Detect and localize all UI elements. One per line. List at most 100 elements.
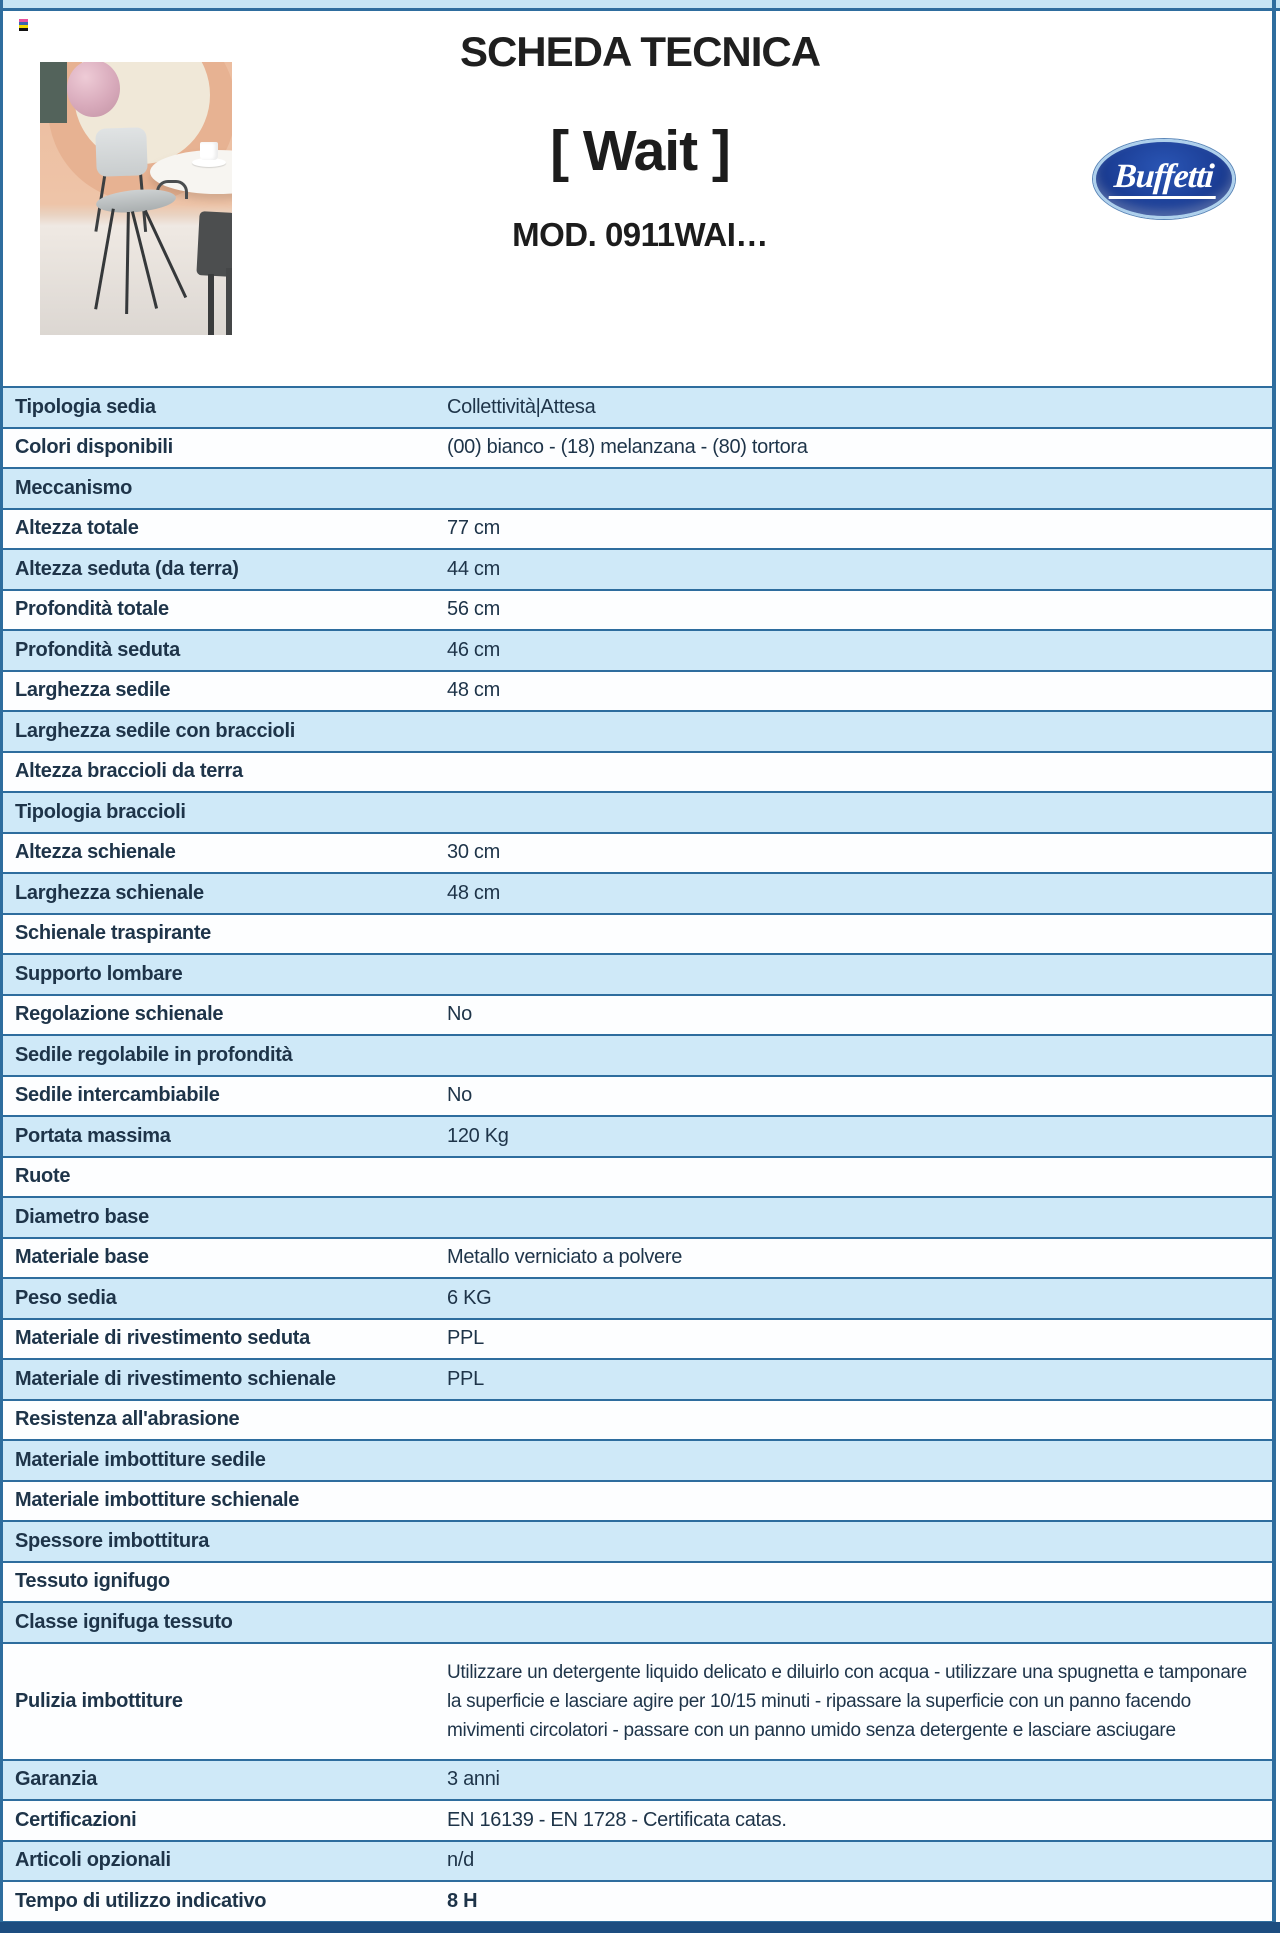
- spec-value: [447, 469, 1272, 508]
- spec-label: Tipologia sedia: [15, 395, 156, 418]
- photo-pink-sphere: [67, 62, 120, 117]
- spec-value: [447, 1603, 1272, 1642]
- spec-row: Altezza totale 77 cm: [3, 507, 1272, 548]
- spec-row: Profondità seduta 46 cm: [3, 629, 1272, 670]
- spec-label: Altezza schienale: [15, 841, 176, 864]
- spec-label: Altezza totale: [15, 517, 139, 540]
- spec-label: Ruote: [15, 1165, 71, 1188]
- spec-value: [447, 793, 1272, 832]
- spec-value: 48 cm: [447, 679, 500, 702]
- spec-value: 44 cm: [447, 557, 500, 580]
- spec-row: Materiale base Metallo verniciato a polv…: [3, 1236, 1272, 1277]
- spec-row: Supporto lombare: [3, 953, 1272, 994]
- spec-row: Materiale imbottiture schienale: [3, 1479, 1272, 1521]
- spec-value: PPL: [447, 1367, 484, 1390]
- buffetti-logo: Buffetti: [1093, 139, 1235, 219]
- spec-value: 56 cm: [447, 598, 500, 621]
- spec-label: Tempo di utilizzo indicativo: [15, 1889, 267, 1912]
- spec-row: Tessuto ignifugo: [3, 1560, 1272, 1602]
- spec-row: Peso sedia 6 KG: [3, 1277, 1272, 1318]
- spec-label: Larghezza schienale: [15, 881, 204, 904]
- spec-value: [447, 955, 1272, 994]
- photo-saucer: [192, 158, 226, 167]
- spec-label: Resistenza all'abrasione: [15, 1408, 240, 1431]
- spec-row: Colori disponibili (00) bianco - (18) me…: [3, 426, 1272, 467]
- spec-label: Pulizia imbottiture: [15, 1689, 183, 1712]
- product-model: MOD. 0911WAI…: [512, 216, 768, 253]
- spec-row: Garanzia 3 anni: [3, 1758, 1272, 1799]
- spec-label: Supporto lombare: [15, 962, 183, 985]
- spec-row: Materiale imbottiture sedile: [3, 1439, 1272, 1480]
- photo-wall-panel: [40, 62, 67, 123]
- spec-value: Metallo verniciato a polvere: [447, 1246, 683, 1269]
- spec-label: Materiale imbottiture sedile: [15, 1448, 266, 1471]
- photo-dark-chair-leg: [208, 274, 214, 335]
- spec-value: [447, 1198, 1272, 1237]
- spec-value: 8 H: [447, 1889, 478, 1912]
- spec-label: Sedile regolabile in profondità: [15, 1043, 293, 1066]
- spec-label: Profondità totale: [15, 598, 169, 621]
- spec-value: 30 cm: [447, 841, 500, 864]
- spec-label: Materiale di rivestimento schienale: [15, 1367, 336, 1390]
- spec-row: Schienale traspirante: [3, 912, 1272, 954]
- spec-label: Certificazioni: [15, 1808, 137, 1831]
- spec-value: n/d: [447, 1849, 474, 1872]
- spec-value: 120 Kg: [447, 1124, 509, 1147]
- spec-row: Larghezza sedile con braccioli: [3, 710, 1272, 751]
- spec-row: Altezza seduta (da terra) 44 cm: [3, 548, 1272, 589]
- spec-value: Utilizzare un detergente liquido delicat…: [447, 1661, 1247, 1741]
- spec-row: Tempo di utilizzo indicativo 8 H: [3, 1880, 1272, 1921]
- spec-row: Materiale di rivestimento seduta PPL: [3, 1317, 1272, 1358]
- spec-row: Spessore imbottitura: [3, 1520, 1272, 1561]
- spec-row: Articoli opzionali n/d: [3, 1839, 1272, 1880]
- spec-value: [447, 1441, 1272, 1480]
- spec-label: Garanzia: [15, 1768, 98, 1791]
- spec-value: [447, 1158, 1272, 1197]
- product-photo: [40, 62, 232, 335]
- spec-row: Diametro base: [3, 1196, 1272, 1237]
- right-border: [1272, 0, 1276, 1933]
- spec-value: [447, 915, 1272, 954]
- spec-value: (00) bianco - (18) melanzana - (80) tort…: [447, 436, 808, 459]
- print-mark-stripe: [19, 25, 28, 28]
- spec-value: 6 KG: [447, 1286, 492, 1309]
- photo-cup: [200, 142, 218, 160]
- spec-row: Classe ignifuga tessuto: [3, 1601, 1272, 1642]
- left-border: [0, 0, 3, 1933]
- spec-label: Schienale traspirante: [15, 922, 212, 945]
- spec-label: Altezza braccioli da terra: [15, 760, 243, 783]
- spec-label: Peso sedia: [15, 1286, 117, 1309]
- spec-label: Diametro base: [15, 1205, 149, 1228]
- spec-label: Altezza seduta (da terra): [15, 557, 239, 580]
- spec-table: Tipologia sedia Collettività|Attesa Colo…: [3, 386, 1272, 1923]
- spec-label: Larghezza sedile: [15, 679, 171, 702]
- print-mark-stripe: [19, 19, 28, 22]
- page-title: SCHEDA TECNICA: [459, 28, 821, 75]
- print-registration-mark-icon: [19, 19, 28, 31]
- spec-label: Materiale base: [15, 1246, 149, 1269]
- spec-label: Regolazione schienale: [15, 1003, 224, 1026]
- spec-value: [447, 1482, 1272, 1521]
- print-mark-stripe: [19, 22, 28, 25]
- spec-row: Materiale di rivestimento schienale PPL: [3, 1358, 1272, 1399]
- bottom-border-band: [0, 1922, 1280, 1933]
- spec-value: 48 cm: [447, 881, 500, 904]
- spec-value: No: [447, 1003, 472, 1026]
- spec-row: Larghezza schienale 48 cm: [3, 872, 1272, 913]
- buffetti-logo-text: Buffetti: [1109, 158, 1219, 199]
- spec-row: Profondità totale 56 cm: [3, 588, 1272, 629]
- spec-label: Larghezza sedile con braccioli: [15, 719, 295, 742]
- spec-row: Tipologia braccioli: [3, 791, 1272, 832]
- spec-value: [447, 1522, 1272, 1561]
- spec-row: Ruote: [3, 1155, 1272, 1197]
- spec-value: No: [447, 1084, 472, 1107]
- spec-label: Articoli opzionali: [15, 1849, 171, 1872]
- spec-value: EN 16139 - EN 1728 - Certificata catas.: [447, 1808, 787, 1831]
- spec-label: Colori disponibili: [15, 436, 173, 459]
- photo-dark-chair-leg: [226, 268, 232, 335]
- top-border-band: [0, 0, 1280, 11]
- spec-value: [447, 1563, 1272, 1602]
- spec-label: Materiale imbottiture schienale: [15, 1489, 300, 1512]
- spec-row: Altezza braccioli da terra: [3, 750, 1272, 791]
